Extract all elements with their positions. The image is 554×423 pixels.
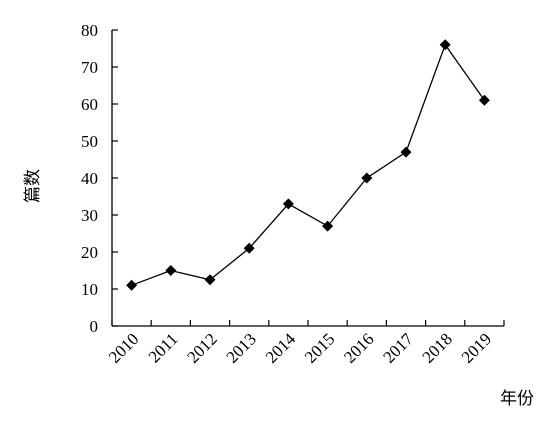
y-tick-label: 80 — [81, 21, 98, 40]
data-point-marker — [204, 274, 216, 286]
x-axis-label: 年份 — [500, 389, 534, 409]
x-tick-label: 2010 — [105, 329, 142, 366]
y-tick-label: 50 — [81, 132, 98, 151]
data-point-marker — [243, 242, 255, 254]
x-tick-label: 2012 — [183, 329, 220, 366]
data-point-marker — [361, 172, 373, 184]
y-axis-ticks: 0 10 20 30 40 50 60 70 80 — [81, 21, 118, 336]
x-tick-label: 2019 — [458, 329, 495, 366]
y-axis-label: 篇数 — [23, 169, 43, 203]
x-tick-label: 2015 — [301, 329, 338, 366]
x-tick-label: 2013 — [223, 329, 260, 366]
axes — [111, 30, 504, 327]
x-axis-ticks: 2010 2011 2012 2013 2014 2015 2016 2017 2018 2019 — [105, 320, 505, 367]
series-line — [131, 43, 485, 286]
series-layer — [126, 39, 490, 291]
y-tick-label: 20 — [81, 243, 98, 262]
x-tick-label: 2014 — [262, 329, 300, 367]
y-tick-label: 0 — [90, 317, 99, 336]
y-tick-label: 70 — [81, 58, 98, 77]
y-tick-label: 60 — [81, 95, 98, 114]
y-tick-label: 10 — [81, 280, 98, 299]
y-tick-label: 30 — [81, 206, 98, 225]
data-point-marker — [439, 39, 451, 51]
data-point-marker — [165, 265, 177, 276]
data-point-marker — [282, 198, 294, 210]
data-point-marker — [400, 146, 412, 158]
x-tick-label: 2016 — [340, 329, 377, 366]
x-tick-label: 2011 — [145, 329, 182, 366]
y-tick-label: 40 — [81, 169, 98, 188]
x-tick-label: 2018 — [419, 329, 456, 366]
x-tick-label: 2017 — [379, 329, 417, 367]
data-point-marker — [478, 94, 490, 106]
data-point-marker — [322, 220, 334, 232]
data-point-marker — [126, 279, 138, 291]
